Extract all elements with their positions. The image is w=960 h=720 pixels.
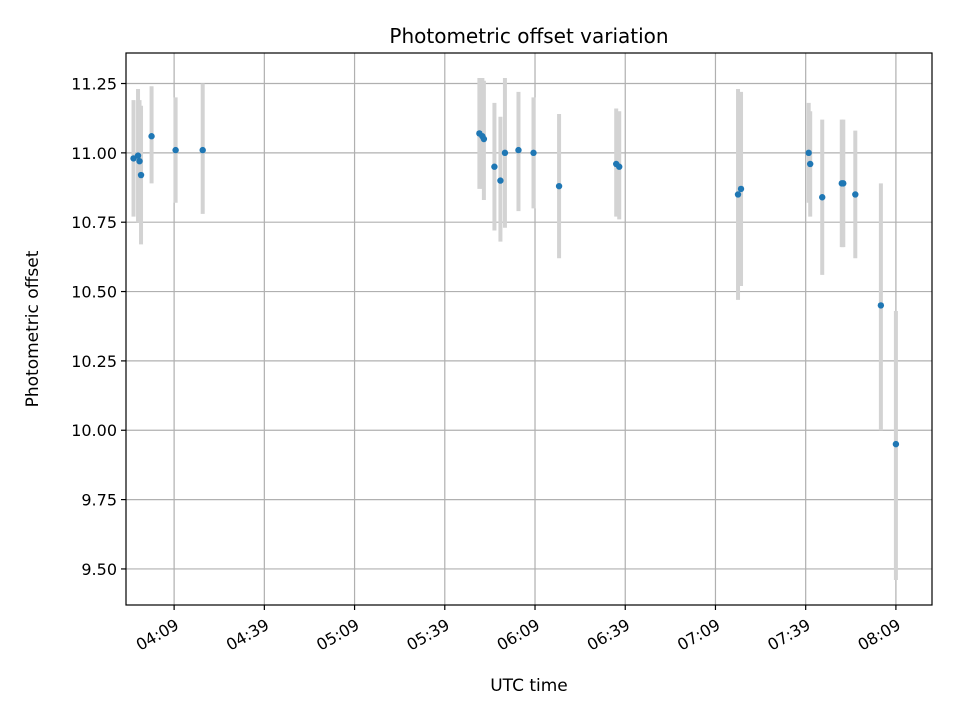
data-point — [137, 171, 145, 179]
data-point — [734, 191, 742, 198]
y-tick-label: 11.25 — [71, 75, 117, 94]
axis-ticks: 04:09 04:39 05:09 05:39 06:09 06:39 07:09 07:39… — [71, 75, 904, 655]
data-point — [491, 163, 498, 170]
data-point — [805, 149, 812, 157]
y-axis-title: Photometric offset — [23, 250, 43, 407]
data-point — [530, 149, 537, 157]
data-point — [555, 182, 563, 190]
y-tick-label: 10.50 — [71, 283, 117, 302]
data-point — [737, 185, 745, 193]
data-point — [148, 133, 155, 140]
data-point — [892, 440, 900, 448]
chart-title: Photometric offset variation — [389, 24, 668, 48]
data-point — [199, 146, 206, 154]
data-point — [134, 152, 142, 159]
y-tick-label: 10.75 — [71, 213, 117, 232]
y-tick-label: 10.00 — [71, 421, 117, 440]
grid — [126, 53, 932, 605]
data-point — [840, 180, 847, 187]
plot-frame — [125, 52, 933, 606]
data-points — [130, 130, 900, 448]
data-point — [877, 302, 885, 309]
data-point — [497, 177, 504, 184]
x-axis-title: UTC time — [490, 676, 568, 696]
data-point — [172, 146, 179, 154]
y-tick-label: 10.25 — [71, 352, 117, 371]
data-point — [616, 163, 623, 170]
data-point — [819, 194, 826, 201]
y-tick-label: 9.75 — [81, 491, 117, 510]
data-point — [852, 191, 859, 198]
y-tick-label: 9.50 — [81, 560, 117, 579]
data-point — [806, 160, 814, 168]
data-point — [515, 146, 522, 154]
data-point — [501, 149, 509, 157]
data-point — [136, 157, 143, 165]
data-point — [480, 135, 488, 143]
y-tick-label: 11.00 — [71, 144, 117, 163]
